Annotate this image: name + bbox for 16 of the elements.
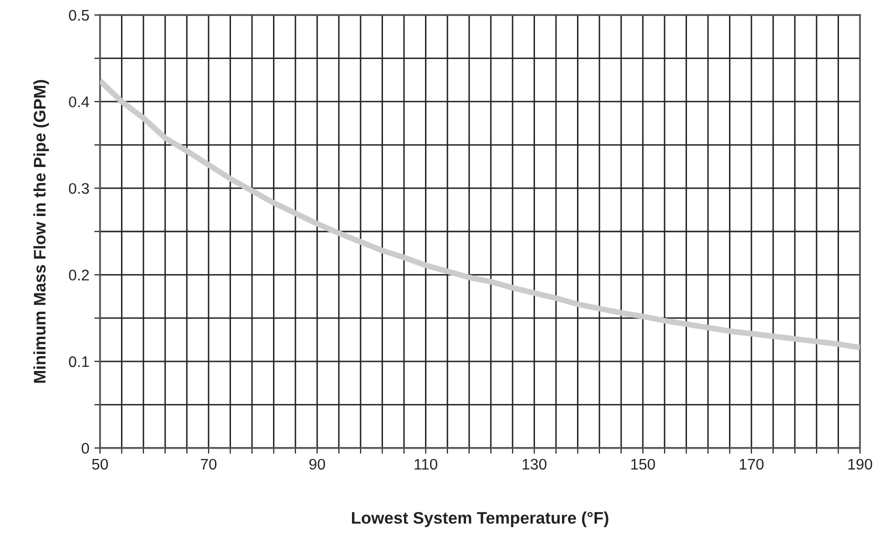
y-axis-title: Minimum Mass Flow in the Pipe (GPM)	[33, 80, 49, 383]
y-tick-label: 0.4	[68, 96, 90, 108]
y-tick-label: 0.5	[68, 10, 89, 21]
x-tick-label: 190	[848, 458, 872, 470]
y-tick-label: 0.3	[68, 183, 89, 194]
x-tick-label: 150	[631, 458, 656, 470]
x-tick-label: 50	[92, 458, 108, 470]
x-tick-label: 70	[200, 458, 216, 470]
x-tick-label: 130	[522, 458, 546, 470]
y-tick-label: 0	[82, 442, 89, 454]
x-tick-label: 90	[309, 458, 326, 470]
x-tick-label: 110	[414, 458, 438, 470]
x-tick-label: 170	[740, 458, 764, 470]
y-tick-label: 0.1	[68, 356, 89, 368]
y-tick-label: 0.2	[68, 270, 89, 280]
x-axis-title: Lowest System Temperature (°F)	[352, 512, 608, 528]
